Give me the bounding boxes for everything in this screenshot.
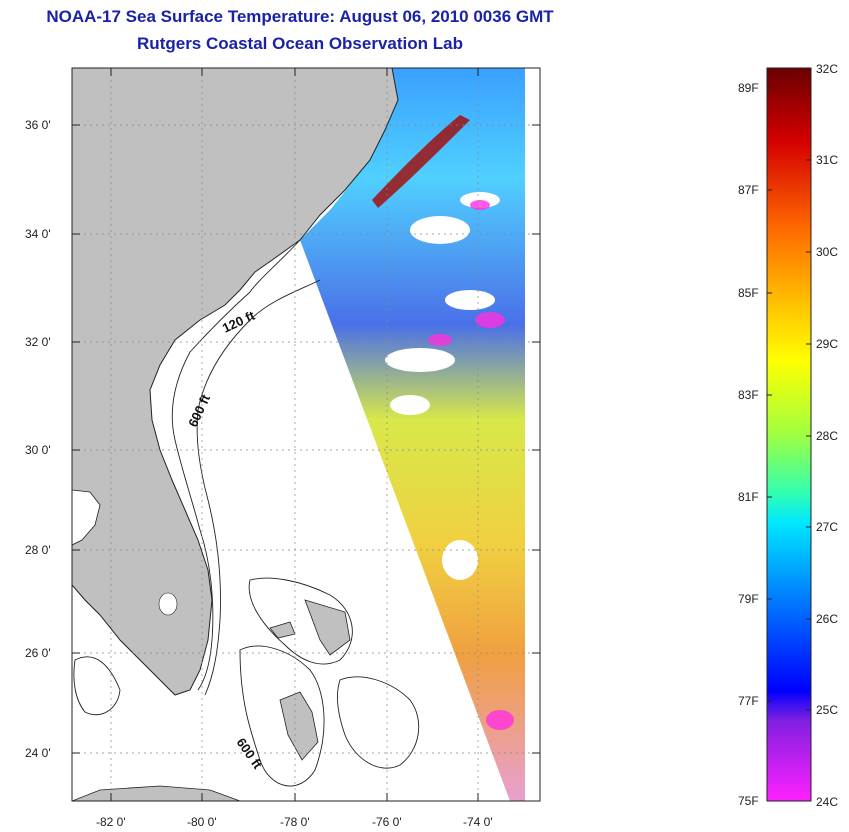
lon-label-82: -82 0' xyxy=(96,815,126,829)
cb-label-29c: 29C xyxy=(816,337,839,351)
cb-label-25c: 25C xyxy=(816,703,839,717)
cb-label-27c: 27C xyxy=(816,520,839,534)
cb-label-89f: 89F xyxy=(738,81,759,95)
map-title: NOAA-17 Sea Surface Temperature: August … xyxy=(46,7,554,26)
lat-label-32: 32 0' xyxy=(25,335,51,349)
lat-label-34: 34 0' xyxy=(25,227,51,241)
map-subtitle: Rutgers Coastal Ocean Observation Lab xyxy=(137,34,463,53)
cb-label-79f: 79F xyxy=(738,592,759,606)
lat-label-26: 26 0' xyxy=(25,646,51,660)
warm-streak xyxy=(372,115,470,208)
colorbar-ticks xyxy=(767,87,811,711)
axis-ticks xyxy=(72,68,540,801)
bathymetry-contours xyxy=(73,239,420,787)
cb-label-85f: 85F xyxy=(738,286,759,300)
cb-label-32c: 32C xyxy=(816,62,839,76)
sst-swath xyxy=(300,68,525,801)
lake-okeechobee xyxy=(158,592,178,616)
cb-label-30c: 30C xyxy=(816,245,839,259)
lat-label-36: 36 0' xyxy=(25,118,51,132)
cb-label-81f: 81F xyxy=(738,490,759,504)
lat-label-24: 24 0' xyxy=(25,746,51,760)
lon-label-78: -78 0' xyxy=(280,815,310,829)
cool-patches xyxy=(428,200,514,730)
cb-label-87f: 87F xyxy=(738,183,759,197)
lat-label-30: 30 0' xyxy=(25,443,51,457)
lon-label-80: -80 0' xyxy=(187,815,217,829)
cb-label-28c: 28C xyxy=(816,429,839,443)
cloud-gaps xyxy=(385,192,500,580)
map-frame xyxy=(71,67,541,802)
colorbar xyxy=(766,67,812,802)
lat-label-28: 28 0' xyxy=(25,543,51,557)
cb-label-77f: 77F xyxy=(738,694,759,708)
lon-label-74: -74 0' xyxy=(463,815,493,829)
cuba-landmass xyxy=(72,785,241,801)
cb-label-31c: 31C xyxy=(816,153,839,167)
cb-label-24c: 24C xyxy=(816,795,839,809)
gulf-coast xyxy=(72,489,101,546)
graticule xyxy=(72,68,540,801)
cb-label-75f: 75F xyxy=(738,794,759,808)
cb-label-26c: 26C xyxy=(816,612,839,626)
lon-label-76: -76 0' xyxy=(372,815,402,829)
cb-label-83f: 83F xyxy=(738,388,759,402)
us-landmass xyxy=(72,68,399,696)
